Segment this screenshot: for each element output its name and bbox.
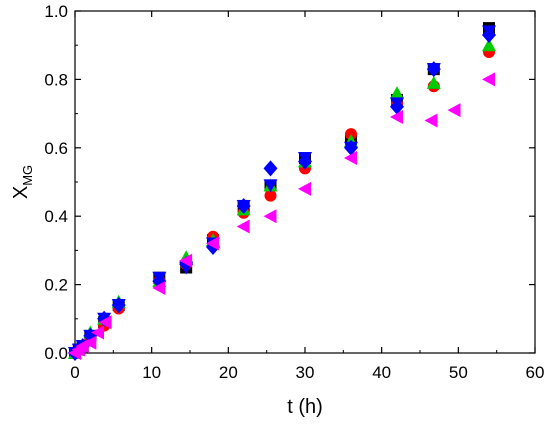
data-point-diamond [426, 61, 441, 78]
data-point-circle [264, 189, 277, 202]
data-point-triangle-up [390, 86, 404, 100]
x-tick-label: 40 [372, 363, 391, 382]
y-tick-label: 0.6 [44, 139, 68, 158]
data-point-triangle-left [390, 110, 403, 125]
y-axis-title-main: X [10, 186, 32, 199]
data-point-diamond [482, 26, 496, 43]
data-point-triangle-down [263, 179, 278, 193]
y-tick-label: 0.8 [44, 70, 68, 89]
data-points [68, 22, 496, 361]
y-tick-label: 0.2 [44, 276, 68, 295]
data-point-diamond [298, 153, 312, 170]
data-point-diamond [111, 297, 126, 314]
x-tick-label: 20 [219, 363, 238, 382]
y-tick-label: 0.4 [44, 207, 68, 226]
data-point-diamond [390, 98, 404, 115]
data-point-triangle-left [91, 325, 104, 340]
x-tick-label: 60 [526, 363, 545, 382]
x-tick-label: 0 [70, 363, 79, 382]
data-point-triangle-left [98, 315, 112, 330]
x-tick-label: 50 [449, 363, 468, 382]
x-axis-title: t (h) [287, 396, 323, 418]
data-point-triangle-left [179, 253, 193, 268]
data-point-triangle-up [482, 38, 496, 52]
y-tick-label: 1.0 [44, 2, 68, 21]
axis-ticks: 0 10 20 30 40 50 60 0.0 0.2 0.4 0.6 0.8 1.0 [44, 2, 544, 382]
data-point-triangle-left [206, 236, 219, 251]
data-point-triangle-left [344, 151, 357, 166]
data-point-triangle-left [83, 335, 97, 350]
data-point-triangle-left [424, 113, 438, 128]
data-point-diamond [263, 160, 278, 177]
y-axis-title: XMG [10, 165, 35, 199]
y-axis-title-subscript: MG [20, 165, 35, 186]
data-point-triangle-left [263, 209, 277, 224]
data-point-triangle-left [298, 181, 311, 196]
data-point-triangle-left [482, 72, 495, 87]
data-point-diamond [236, 197, 251, 214]
x-tick-label: 30 [296, 363, 315, 382]
data-point-triangle-left [447, 103, 461, 118]
data-point-diamond [344, 139, 358, 156]
data-point-triangle-left [152, 281, 166, 296]
x-tick-label: 10 [142, 363, 161, 382]
plot-frame [74, 10, 536, 354]
data-point-triangle-left [236, 219, 250, 234]
data-point-triangle-up [426, 75, 441, 89]
y-tick-label: 0.0 [44, 344, 68, 363]
